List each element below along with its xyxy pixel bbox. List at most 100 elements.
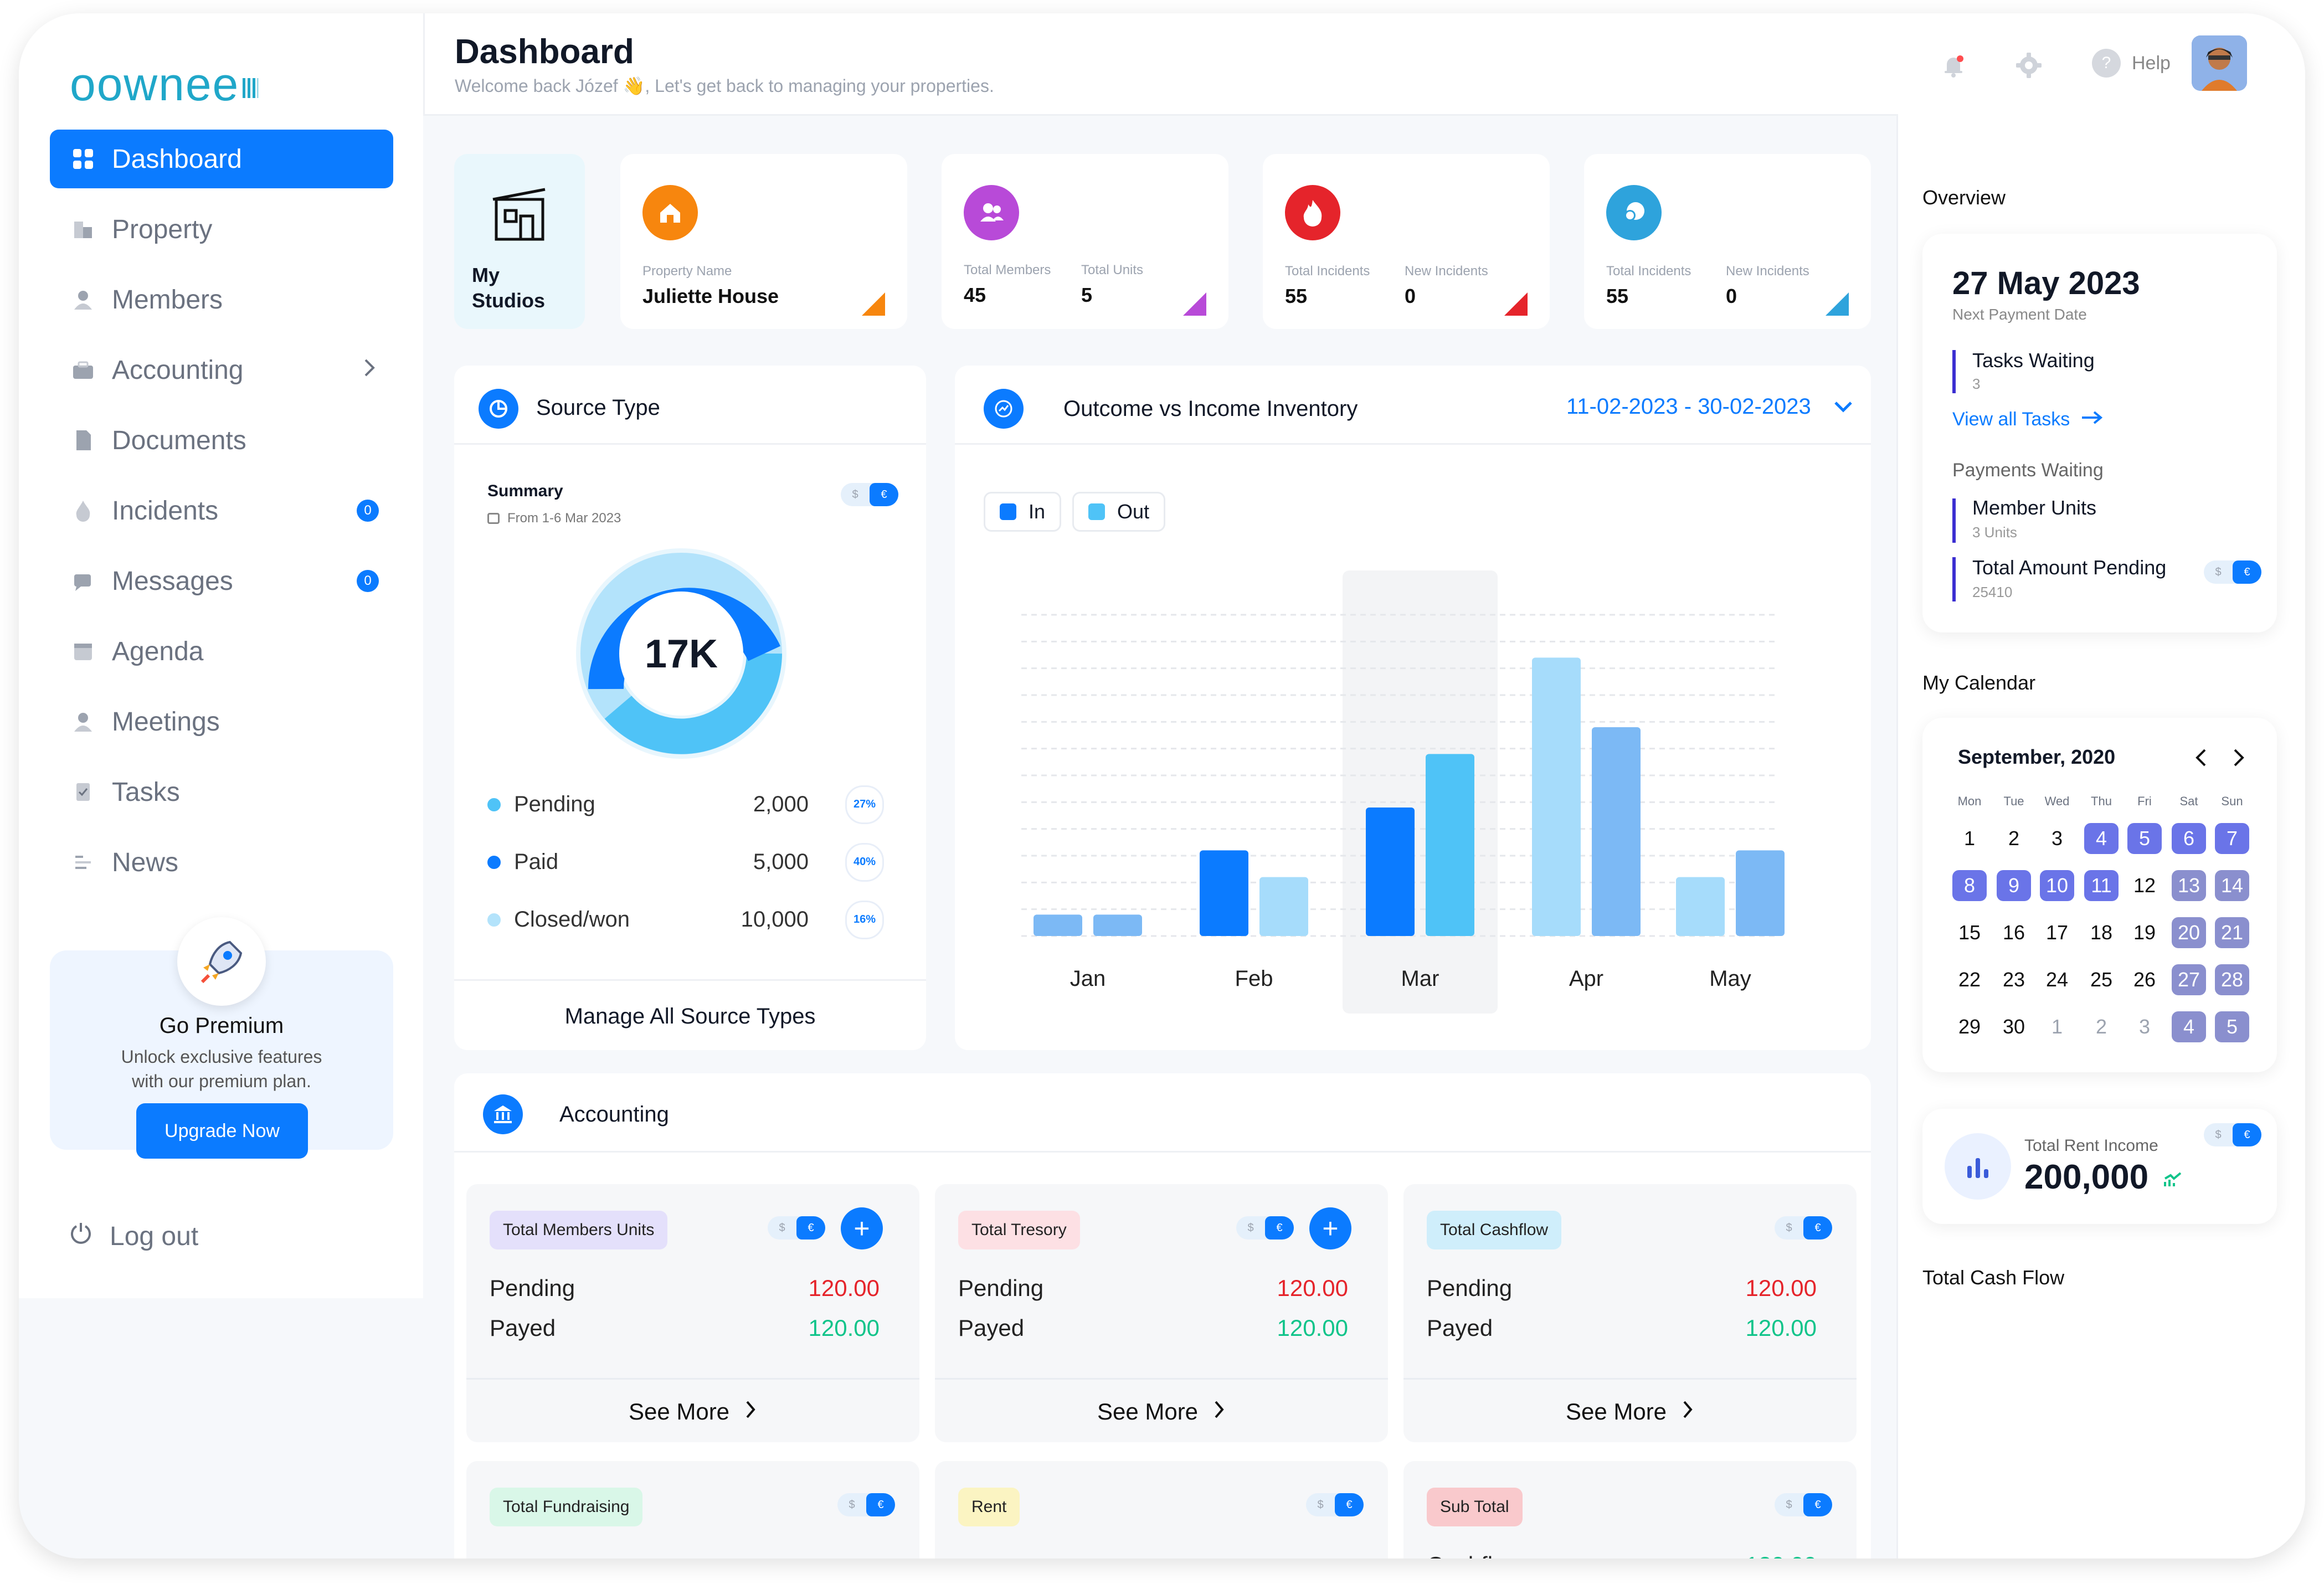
calendar-day[interactable]: 2 bbox=[2095, 1015, 2107, 1038]
bar-out-feb[interactable] bbox=[1259, 877, 1308, 936]
currency-dollar[interactable]: $ bbox=[1247, 1221, 1254, 1234]
currency-dollar[interactable]: $ bbox=[2215, 565, 2222, 578]
calendar-day[interactable]: 22 bbox=[1958, 968, 1981, 991]
currency-toggle[interactable]: $ € bbox=[841, 483, 898, 506]
help-link[interactable]: ? Help bbox=[2092, 49, 2171, 78]
calendar-day[interactable]: 11 bbox=[2084, 870, 2119, 901]
currency-euro[interactable]: € bbox=[1265, 1216, 1294, 1240]
property-card[interactable]: Property Name Juliette House bbox=[620, 154, 907, 329]
prev-month-icon[interactable] bbox=[2192, 747, 2212, 772]
currency-dollar[interactable]: $ bbox=[852, 488, 858, 501]
currency-toggle[interactable]: $ € bbox=[1306, 1493, 1364, 1516]
sidebar-item-news[interactable]: News bbox=[50, 833, 393, 892]
calendar-day[interactable]: 3 bbox=[2051, 827, 2063, 850]
calendar-day[interactable]: 6 bbox=[2172, 823, 2206, 854]
incidents-card-secondary[interactable]: Total Incidents 55 New Incidents 0 bbox=[1584, 154, 1871, 329]
bar-in-apr[interactable] bbox=[1532, 657, 1581, 936]
see-more-button[interactable]: See More bbox=[1403, 1378, 1857, 1444]
sidebar-item-incidents[interactable]: Incidents 0 bbox=[50, 481, 393, 540]
currency-euro[interactable]: € bbox=[2233, 1123, 2261, 1146]
calendar-day[interactable]: 3 bbox=[2138, 1015, 2151, 1038]
legend-in[interactable]: In bbox=[984, 492, 1062, 532]
add-button[interactable]: + bbox=[1309, 1207, 1351, 1249]
see-more-button[interactable]: See More bbox=[935, 1378, 1388, 1444]
calendar-day[interactable]: 24 bbox=[2045, 968, 2069, 991]
sidebar-item-accounting[interactable]: Accounting bbox=[50, 341, 393, 399]
currency-toggle[interactable]: $ € bbox=[768, 1216, 825, 1240]
calendar-day[interactable]: 1 bbox=[1963, 827, 1976, 850]
notification-bell-icon[interactable] bbox=[1936, 48, 1971, 83]
see-more-button[interactable]: See More bbox=[466, 1378, 919, 1444]
calendar-day[interactable]: 21 bbox=[2215, 917, 2249, 948]
currency-toggle[interactable]: $ € bbox=[2204, 560, 2261, 584]
calendar-day[interactable]: 12 bbox=[2133, 874, 2156, 897]
currency-toggle[interactable]: $ € bbox=[2204, 1123, 2261, 1146]
currency-euro[interactable]: € bbox=[796, 1216, 825, 1240]
calendar-day[interactable]: 9 bbox=[1997, 870, 2031, 901]
next-month-icon[interactable] bbox=[2228, 747, 2248, 772]
calendar-day[interactable]: 28 bbox=[2215, 964, 2249, 995]
currency-toggle[interactable]: $ € bbox=[1775, 1216, 1832, 1240]
calendar-day[interactable]: 25 bbox=[2090, 968, 2113, 991]
bar-in-may[interactable] bbox=[1676, 877, 1725, 936]
bar-in-mar[interactable] bbox=[1366, 808, 1415, 936]
calendar-day[interactable]: 5 bbox=[2127, 823, 2162, 854]
calendar-day[interactable]: 2 bbox=[2008, 827, 2020, 850]
calendar-day[interactable]: 23 bbox=[2002, 968, 2025, 991]
calendar-day[interactable]: 15 bbox=[1958, 921, 1981, 944]
incidents-card[interactable]: Total Incidents 55 New Incidents 0 bbox=[1263, 154, 1550, 329]
bar-out-mar[interactable] bbox=[1426, 754, 1474, 936]
add-button[interactable]: + bbox=[841, 1207, 883, 1249]
date-range-picker[interactable]: 11-02-2023 - 30-02-2023 bbox=[1566, 394, 1853, 419]
currency-dollar[interactable]: $ bbox=[2215, 1128, 2222, 1141]
currency-dollar[interactable]: $ bbox=[1317, 1498, 1324, 1511]
bar-in-jan[interactable] bbox=[1034, 914, 1082, 936]
calendar-day[interactable]: 1 bbox=[2051, 1015, 2063, 1038]
currency-euro[interactable]: € bbox=[870, 483, 898, 506]
calendar-day[interactable]: 20 bbox=[2172, 917, 2206, 948]
currency-dollar[interactable]: $ bbox=[779, 1221, 785, 1234]
avatar[interactable] bbox=[2192, 35, 2247, 91]
calendar-day[interactable]: 29 bbox=[1958, 1015, 1981, 1038]
calendar-day[interactable]: 17 bbox=[2045, 921, 2069, 944]
calendar-day[interactable]: 18 bbox=[2090, 921, 2113, 944]
calendar-day[interactable]: 4 bbox=[2172, 1011, 2206, 1042]
calendar-day[interactable]: 13 bbox=[2172, 870, 2206, 901]
sidebar-item-agenda[interactable]: Agenda bbox=[50, 622, 393, 681]
calendar-day[interactable]: 4 bbox=[2084, 823, 2119, 854]
manage-source-types-link[interactable]: Manage All Source Types bbox=[454, 979, 926, 1052]
currency-euro[interactable]: € bbox=[1335, 1493, 1364, 1516]
bar-out-jan[interactable] bbox=[1093, 914, 1142, 936]
bar-out-apr[interactable] bbox=[1592, 727, 1641, 936]
bar-in-feb[interactable] bbox=[1200, 850, 1248, 936]
sidebar-item-dashboard[interactable]: Dashboard bbox=[50, 130, 393, 188]
members-card[interactable]: Total Members 45 Total Units 5 bbox=[942, 154, 1228, 329]
calendar-day[interactable]: 7 bbox=[2215, 823, 2249, 854]
currency-euro[interactable]: € bbox=[1803, 1216, 1832, 1240]
calendar-day[interactable]: 26 bbox=[2133, 968, 2156, 991]
calendar-day[interactable]: 8 bbox=[1952, 870, 1987, 901]
legend-out[interactable]: Out bbox=[1072, 492, 1166, 532]
upgrade-now-button[interactable]: Upgrade Now bbox=[136, 1103, 308, 1159]
currency-dollar[interactable]: $ bbox=[1786, 1221, 1792, 1234]
sidebar-item-messages[interactable]: Messages 0 bbox=[50, 552, 393, 610]
sidebar-item-meetings[interactable]: Meetings bbox=[50, 692, 393, 751]
sidebar-item-property[interactable]: Property bbox=[50, 200, 393, 259]
calendar-day[interactable]: 27 bbox=[2172, 964, 2206, 995]
currency-dollar[interactable]: $ bbox=[849, 1498, 855, 1511]
calendar-day[interactable]: 5 bbox=[2215, 1011, 2249, 1042]
calendar-day[interactable]: 30 bbox=[2002, 1015, 2025, 1038]
calendar-day[interactable]: 10 bbox=[2040, 870, 2074, 901]
sidebar-item-tasks[interactable]: Tasks bbox=[50, 763, 393, 821]
view-all-tasks-link[interactable]: View all Tasks bbox=[1952, 409, 2103, 430]
currency-toggle[interactable]: $ € bbox=[1236, 1216, 1294, 1240]
gear-icon[interactable] bbox=[2011, 48, 2047, 83]
currency-euro[interactable]: € bbox=[2233, 560, 2261, 584]
currency-toggle[interactable]: $ € bbox=[837, 1493, 895, 1516]
calendar-day[interactable]: 19 bbox=[2133, 921, 2156, 944]
calendar-day[interactable]: 16 bbox=[2002, 921, 2025, 944]
sidebar-item-members[interactable]: Members bbox=[50, 270, 393, 329]
logout-button[interactable]: Log out bbox=[69, 1221, 198, 1252]
sidebar-item-documents[interactable]: Documents bbox=[50, 411, 393, 470]
currency-euro[interactable]: € bbox=[866, 1493, 895, 1516]
